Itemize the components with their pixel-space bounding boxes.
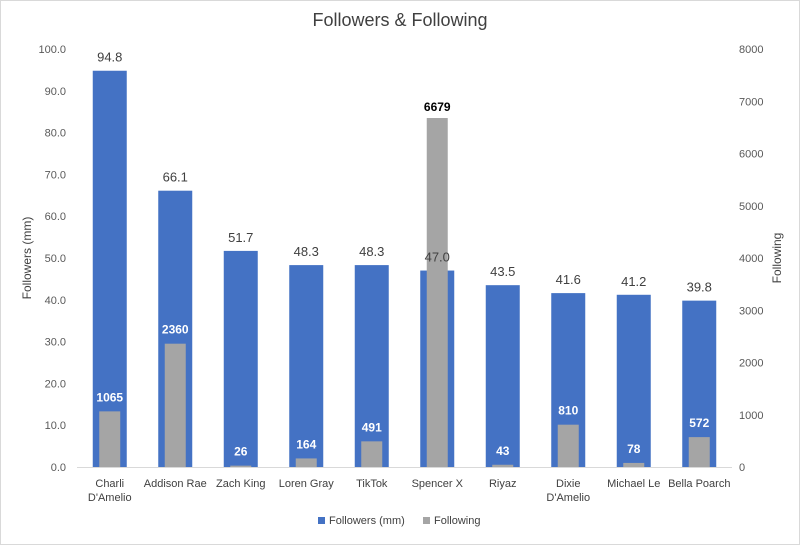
followers-value-label: 66.1 bbox=[163, 170, 188, 185]
following-value-label: 491 bbox=[362, 420, 382, 434]
chart-title: Followers & Following bbox=[312, 10, 488, 30]
y-tick-label: 40.0 bbox=[45, 295, 66, 307]
y2-tick-label: 7000 bbox=[739, 96, 763, 108]
followers-value-label: 39.8 bbox=[687, 280, 712, 295]
followers-value-label: 41.2 bbox=[621, 274, 646, 289]
followers-value-label: 48.3 bbox=[294, 244, 319, 259]
y-tick-label: 10.0 bbox=[45, 420, 66, 432]
y-tick-label: 70.0 bbox=[45, 169, 66, 181]
following-value-label: 78 bbox=[627, 442, 641, 456]
legend: Followers (mm) Following bbox=[318, 515, 480, 527]
data-labels: 94.8 1065 66.1 2360 51.7 26 48.3 164 48.3 491 47.0… bbox=[96, 50, 712, 459]
category-label: Addison Rae bbox=[144, 478, 207, 490]
legend-label-followers: Followers (mm) bbox=[329, 515, 405, 527]
following-bar bbox=[295, 458, 317, 467]
y2-tick-label: 5000 bbox=[739, 201, 763, 213]
y2-tick-label: 4000 bbox=[739, 253, 763, 265]
followers-value-label: 51.7 bbox=[228, 230, 253, 245]
category-label: TikTok bbox=[356, 478, 388, 490]
category-label: Dixie bbox=[556, 478, 580, 490]
category-label: D'Amelio bbox=[88, 492, 132, 504]
y2-tick-label: 0 bbox=[739, 462, 745, 474]
followers-value-label: 43.5 bbox=[490, 264, 515, 279]
following-bar bbox=[164, 343, 186, 467]
followers-bar bbox=[92, 70, 127, 468]
followers-bar bbox=[616, 294, 651, 467]
y-tick-label: 80.0 bbox=[45, 128, 66, 140]
legend-swatch-following bbox=[423, 517, 430, 524]
followers-bar bbox=[289, 265, 324, 467]
following-value-label: 2360 bbox=[162, 323, 189, 337]
category-label: D'Amelio bbox=[546, 492, 590, 504]
followers-value-label: 94.8 bbox=[97, 50, 122, 65]
y-tick-label: 30.0 bbox=[45, 337, 66, 349]
left-axis: 0.0 10.0 20.0 30.0 40.0 50.0 60.0 70.0 80.0 90.0 1… bbox=[38, 44, 66, 474]
y2-tick-label: 1000 bbox=[739, 410, 763, 422]
category-label: Loren Gray bbox=[279, 478, 335, 490]
following-bar bbox=[230, 465, 252, 467]
followers-value-label: 41.6 bbox=[556, 272, 581, 287]
following-bar bbox=[361, 441, 383, 467]
category-label: Charli bbox=[95, 478, 124, 490]
category-label: Spencer X bbox=[412, 478, 464, 490]
y-axis-title: Followers (mm) bbox=[20, 217, 34, 300]
y-tick-label: 60.0 bbox=[45, 211, 66, 223]
y-tick-label: 100.0 bbox=[38, 44, 66, 56]
followers-bar bbox=[354, 265, 389, 467]
category-label: Michael Le bbox=[607, 478, 660, 490]
following-value-label: 26 bbox=[234, 445, 248, 459]
category-label: Riyaz bbox=[489, 478, 517, 490]
following-value-label: 43 bbox=[496, 444, 510, 458]
category-label: Zach King bbox=[216, 478, 266, 490]
following-value-label: 164 bbox=[296, 437, 316, 451]
following-value-label: 572 bbox=[689, 416, 709, 430]
following-bar bbox=[688, 437, 710, 467]
category-labels: Charli D'Amelio Addison Rae Zach King Loren … bbox=[88, 478, 731, 504]
y2-axis-title: Following bbox=[770, 233, 784, 284]
followers-bar bbox=[485, 285, 520, 467]
right-axis: 0 1000 2000 3000 4000 5000 6000 7000 8000 bbox=[739, 44, 763, 474]
following-bar bbox=[99, 411, 121, 467]
y-tick-label: 0.0 bbox=[51, 462, 66, 474]
following-bar bbox=[492, 464, 514, 467]
y2-tick-label: 6000 bbox=[739, 149, 763, 161]
y2-tick-label: 3000 bbox=[739, 305, 763, 317]
category-label: Bella Poarch bbox=[668, 478, 730, 490]
y-tick-label: 20.0 bbox=[45, 378, 66, 390]
y2-tick-label: 2000 bbox=[739, 358, 763, 370]
y-tick-label: 50.0 bbox=[45, 253, 66, 265]
followers-value-label: 48.3 bbox=[359, 244, 384, 259]
following-bar bbox=[623, 462, 645, 467]
following-bar bbox=[426, 118, 448, 467]
y2-tick-label: 8000 bbox=[739, 44, 763, 56]
legend-label-following: Following bbox=[434, 515, 480, 527]
bars bbox=[92, 70, 717, 468]
followers-bar bbox=[223, 250, 258, 467]
y-tick-label: 90.0 bbox=[45, 86, 66, 98]
following-value-label: 6679 bbox=[424, 100, 451, 114]
followers-value-label: 47.0 bbox=[425, 250, 450, 265]
following-bar bbox=[557, 424, 579, 467]
legend-swatch-followers bbox=[318, 517, 325, 524]
following-value-label: 1065 bbox=[96, 390, 123, 404]
following-value-label: 810 bbox=[558, 404, 578, 418]
